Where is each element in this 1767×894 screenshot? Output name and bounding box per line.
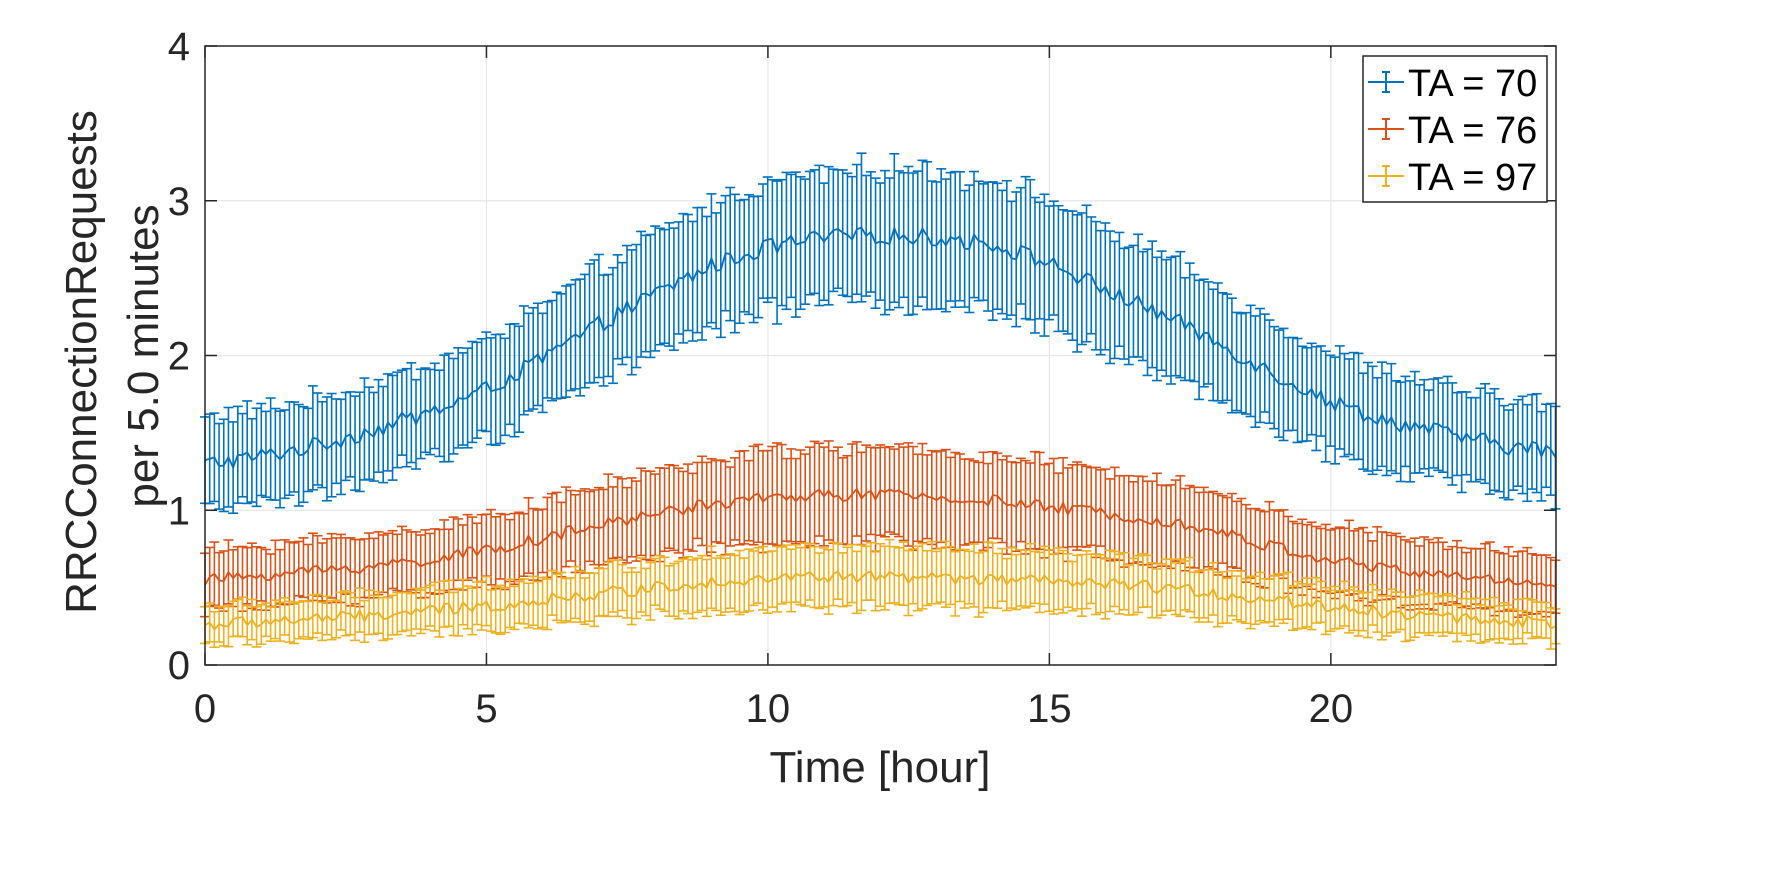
x-tick-label: 5 (475, 687, 497, 731)
legend: TA = 70 TA = 76 TA = 97 (1362, 55, 1548, 203)
y-tick-label: 1 (168, 489, 190, 533)
series-ta-76 (200, 440, 1561, 618)
mean-line (204, 570, 1556, 631)
tick-labels: 0 5 10 15 20 0 1 2 3 4 (168, 25, 1353, 731)
y-axis-label-line2: per 5.0 minutes (119, 204, 168, 507)
legend-entry-ta70: TA = 70 (1368, 63, 1537, 105)
y-tick-label: 4 (168, 25, 190, 69)
y-tick-label: 2 (168, 335, 190, 379)
mean-line (204, 487, 1556, 588)
x-tick-label: 10 (746, 687, 791, 731)
legend-entry-ta76: TA = 76 (1368, 110, 1537, 152)
x-tick-label: 0 (194, 687, 216, 731)
y-tick-label: 3 (168, 180, 190, 224)
series-group (200, 152, 1561, 650)
legend-symbol-ta97 (1368, 165, 1404, 187)
mean-line (204, 225, 1557, 470)
legend-symbol-ta76 (1368, 118, 1404, 140)
x-tick-label: 20 (1309, 687, 1354, 731)
series-ta-97 (200, 538, 1561, 650)
legend-symbol-ta70 (1368, 71, 1404, 93)
legend-label-ta70: TA = 70 (1408, 63, 1537, 105)
x-tick-label: 15 (1027, 687, 1072, 731)
y-axis-label-line1: RRCConnectionRequests (57, 110, 106, 614)
legend-label-ta76: TA = 76 (1408, 110, 1537, 152)
x-axis-label: Time [hour] (770, 743, 991, 792)
legend-entry-ta97: TA = 97 (1368, 157, 1537, 199)
y-tick-label: 0 (168, 644, 190, 688)
series-ta-70 (200, 152, 1561, 514)
legend-label-ta97: TA = 97 (1408, 157, 1537, 199)
